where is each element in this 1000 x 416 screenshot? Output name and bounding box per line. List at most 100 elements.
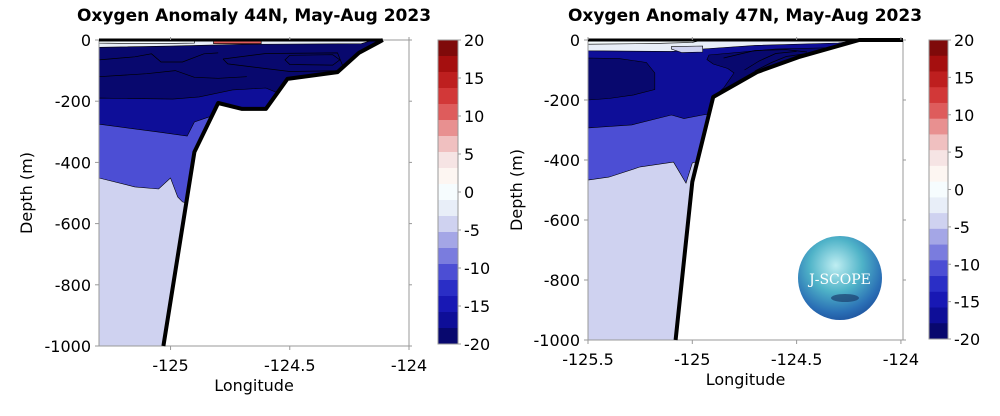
colorbar-tick-label: 0 (464, 183, 474, 202)
colorbar-band (929, 55, 948, 72)
colorbar-band (929, 102, 948, 120)
panel-47n: -125.5 -125 -124.5 -1240-200-400-600-800-10… (507, 6, 980, 389)
colorbar-band (438, 248, 458, 265)
x-tick-label: -124.5 (264, 356, 316, 375)
y-axis-label: Depth (m) (17, 152, 36, 234)
contour-region (588, 57, 656, 101)
colorbar-band (438, 216, 458, 233)
contour-line (744, 51, 797, 71)
colorbar-tick-label: 10 (464, 107, 484, 126)
colorbar-band (438, 232, 458, 249)
colorbar-band (438, 136, 458, 153)
y-tick-label: -600 (544, 211, 580, 230)
chart-title: Oxygen Anomaly 44N, May-Aug 2023 (77, 6, 431, 26)
bathymetry-line (161, 38, 384, 347)
y-tick-label: -800 (544, 271, 580, 290)
y-tick-label: -800 (55, 276, 91, 295)
logo-text: J-SCOPE (807, 272, 871, 288)
colorbar-tick-label: -5 (464, 221, 480, 240)
colorbar-tick-label: -5 (954, 218, 970, 237)
contour-line (723, 49, 808, 59)
colorbar-tick-label: -10 (464, 259, 490, 278)
colorbar-band (929, 228, 948, 246)
colorbar-band (438, 312, 458, 329)
colorbar-band (929, 165, 948, 183)
contour-line (99, 70, 247, 79)
colorbar-tick-label: -20 (954, 330, 980, 349)
contour-region (213, 40, 262, 45)
colorbar-tick-label: 15 (954, 68, 974, 87)
colorbar-tick-label: 20 (954, 31, 974, 50)
colorbar-band (438, 264, 458, 281)
colorbar-band (438, 72, 458, 89)
colorbar-band (929, 40, 948, 57)
x-tick-label: -125 (152, 356, 188, 375)
colorbar-tick-label: -15 (954, 293, 980, 312)
colorbar-tick-label: 5 (464, 145, 474, 164)
chart-title: Oxygen Anomaly 47N, May-Aug 2023 (568, 6, 922, 26)
x-axis-label: Longitude (214, 376, 294, 395)
colorbar-band (929, 260, 948, 277)
colorbar-band (929, 276, 948, 293)
x-tick-label: -124 (883, 350, 919, 369)
colorbar-tick-label: 15 (464, 69, 484, 88)
x-axis-label: Longitude (706, 370, 786, 389)
colorbar-band (438, 56, 458, 73)
y-tick-label: -1000 (45, 337, 92, 356)
x-tick-label: -125.5 (562, 350, 614, 369)
colorbar-tick-label: 10 (954, 106, 974, 125)
colorbar-band (929, 71, 948, 88)
y-tick-label: 0 (570, 31, 580, 50)
colorbar-band (438, 104, 458, 121)
y-tick-label: -600 (55, 215, 91, 234)
contour-region (588, 159, 704, 340)
jscope-logo: J-SCOPE (798, 236, 882, 320)
contour-line (754, 53, 808, 72)
colorbar-band (929, 150, 948, 167)
colorbar-band (438, 200, 458, 217)
colorbar-band (438, 328, 458, 345)
colorbar-band (438, 40, 458, 57)
colorbar-band (929, 307, 948, 324)
colorbar-tick-label: 0 (954, 181, 964, 200)
colorbar: 20 15 10 5 0 -5 -10 -15 -20 (928, 31, 980, 349)
colorbar-tick-label: 20 (464, 31, 484, 50)
y-tick-label: 0 (81, 31, 91, 50)
x-tick-label: -124 (391, 356, 427, 375)
colorbar-tick-label: -10 (954, 255, 980, 274)
colorbar-tick-label: -15 (464, 297, 490, 316)
colorbar-tick-label: -20 (464, 335, 490, 354)
contour-line (284, 54, 341, 66)
colorbar-band (929, 323, 948, 340)
contour-region (99, 177, 195, 346)
y-tick-label: -200 (55, 92, 91, 111)
colorbar-band (438, 280, 458, 297)
colorbar-band (438, 120, 458, 137)
colorbar-band (929, 197, 948, 214)
colorbar-band (438, 184, 458, 201)
contour-region (671, 45, 704, 53)
colorbar-band (929, 181, 948, 198)
y-axis-label: Depth (m) (507, 149, 526, 231)
colorbar-band (929, 213, 948, 230)
colorbar-band (438, 152, 458, 169)
contour-line (99, 52, 219, 63)
y-tick-label: -400 (55, 153, 91, 172)
colorbar-band (929, 291, 948, 309)
colorbar: 20 15 10 5 0 -5 -10 -15 -20 (437, 31, 490, 354)
colorbar-band (929, 118, 948, 135)
colorbar-band (438, 88, 458, 105)
y-tick-label: -400 (544, 151, 580, 170)
colorbar-band (929, 87, 948, 104)
colorbar-band (929, 134, 948, 151)
colorbar-band (438, 296, 458, 313)
colorbar-band (929, 244, 948, 261)
panel-44n: -125 -124.5 -1240-200-400-600-800-1000Oxyg… (17, 6, 490, 395)
x-tick-label: -124.5 (771, 350, 823, 369)
y-tick-label: -200 (544, 91, 580, 110)
colorbar-tick-label: 5 (954, 143, 964, 162)
x-tick-label: -125 (674, 350, 710, 369)
colorbar-band (438, 168, 458, 185)
contour-fills (99, 40, 383, 346)
